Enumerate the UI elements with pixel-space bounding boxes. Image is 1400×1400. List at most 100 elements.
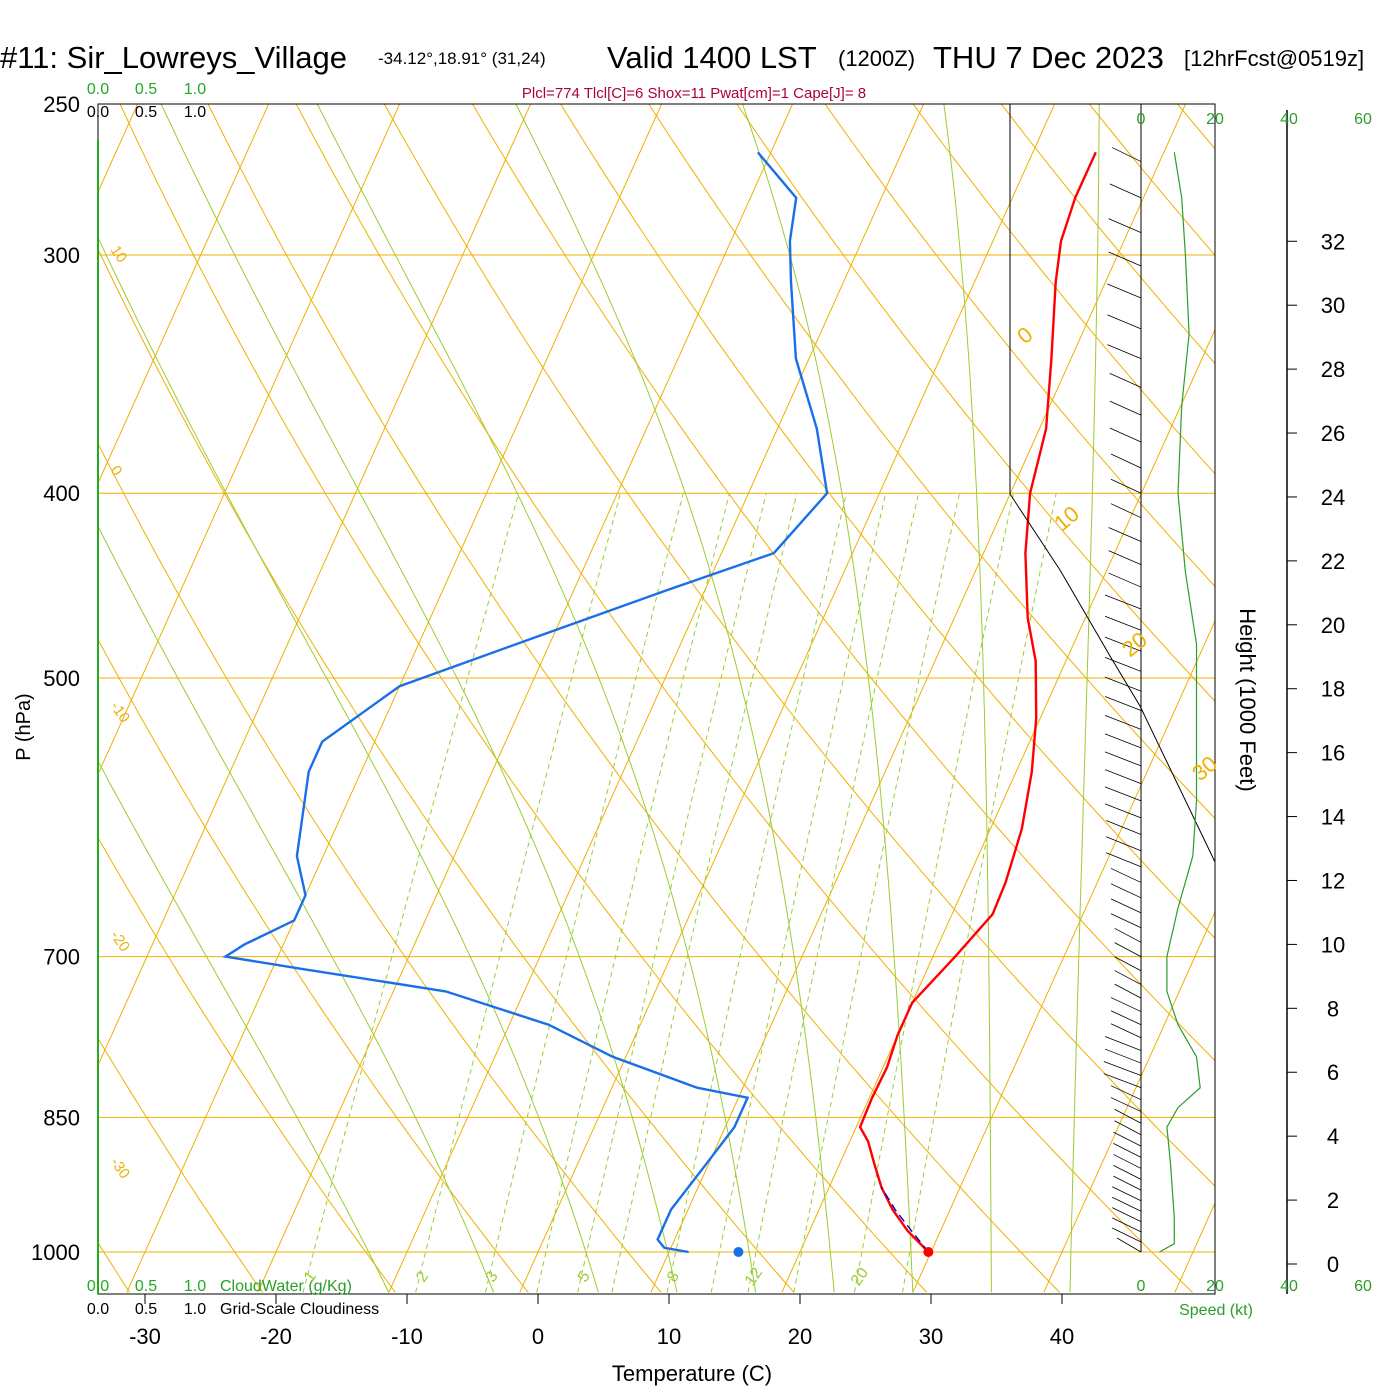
wind-barb — [1116, 1237, 1142, 1253]
cloud-tick-label: 1.0 — [184, 1278, 206, 1295]
wind-barb — [1109, 400, 1142, 416]
cloud-tick-label: 0.0 — [87, 1301, 109, 1318]
height-tick-label: 16 — [1321, 741, 1345, 766]
dry-adiabat — [98, 836, 396, 1293]
wind-barb — [1109, 372, 1142, 388]
pressure-tick-label: 250 — [43, 92, 80, 117]
wind-barb — [1109, 183, 1142, 199]
dry-adiabat — [98, 442, 662, 1293]
mixing-ratio-line — [536, 493, 730, 1293]
wind-barb — [1114, 1108, 1142, 1124]
dry-adiabat — [560, 104, 1215, 939]
cloudiness-label: Grid-Scale Cloudiness — [220, 1301, 379, 1318]
wind-barb — [1112, 147, 1142, 162]
isotherm — [98, 104, 270, 485]
wind-barb — [1110, 1023, 1142, 1039]
wind-barb — [1109, 427, 1142, 443]
speed-axis-title: Speed (kt) — [1179, 1302, 1253, 1319]
isotherm — [781, 328, 1215, 1293]
wind-barb — [1104, 786, 1142, 802]
moist-adiabat — [316, 104, 757, 1293]
moist-adiabat — [160, 104, 678, 1293]
height-tick-label: 26 — [1321, 421, 1345, 446]
wind-barb — [1110, 1097, 1142, 1112]
isotherm — [912, 619, 1215, 1293]
adiabat-label: 10 — [1049, 501, 1084, 536]
temp-tick-label: 30 — [919, 1324, 943, 1349]
dry-adiabat — [648, 104, 1215, 820]
station-title: #11: Sir_Lowreys_Village — [0, 40, 347, 75]
utc-time: (1200Z) — [838, 46, 915, 71]
speed-tick-label: 60 — [1354, 111, 1372, 128]
surface-dewpoint-dot — [733, 1247, 744, 1257]
wind-barb — [1106, 852, 1142, 868]
dewpoint-line — [222, 151, 829, 1254]
wind-barb — [1110, 453, 1142, 469]
mixing-ratio-label: 5 — [575, 1268, 594, 1285]
wind-barb — [1113, 1164, 1142, 1180]
wind-barb — [1106, 836, 1142, 852]
mixing-ratio-line — [484, 493, 684, 1293]
diagram-grid — [0, 70, 1400, 1293]
isotherm-label: -10 — [107, 699, 133, 727]
mixing-ratio-label: 12 — [742, 1265, 766, 1289]
dry-adiabat — [207, 104, 1060, 1293]
adiabat-label: 30 — [1187, 751, 1222, 786]
wind-barb — [1113, 1142, 1142, 1158]
wind-barb — [1110, 898, 1142, 914]
wind-barb — [1104, 1048, 1142, 1064]
forecast-run: [12hrFcst@0519z] — [1184, 46, 1364, 71]
wind-barb — [1110, 997, 1142, 1012]
mixing-ratio-line — [902, 493, 1057, 1293]
mixing-ratio-line — [793, 493, 960, 1293]
temp-tick-label: 10 — [657, 1324, 681, 1349]
wind-barb — [1110, 913, 1142, 929]
height-axis-title: Height (1000 Feet) — [1235, 608, 1260, 791]
height-tick-label: 32 — [1321, 229, 1345, 254]
dry-adiabat — [912, 104, 1215, 475]
pressure-tick-label: 700 — [43, 945, 80, 970]
wind-barb — [1104, 696, 1142, 711]
speed-tick-label: 20 — [1206, 111, 1224, 128]
wind-barb — [1112, 1217, 1142, 1233]
cloud-tick-label: 0.5 — [135, 104, 157, 121]
pressure-tick-label: 850 — [43, 1105, 80, 1130]
isotherm — [0, 70, 22, 1292]
dry-adiabat — [383, 104, 1215, 1187]
temperature-line — [858, 151, 1097, 1253]
wind-barb — [1104, 733, 1142, 749]
wind-barb — [1114, 970, 1142, 985]
dry-adiabat — [1237, 70, 1400, 1292]
wind-barb — [1104, 751, 1142, 767]
moist-adiabat — [98, 760, 390, 1293]
cloud-tick-label: 0.5 — [135, 1301, 157, 1318]
cloud-tick-label: 0.5 — [135, 81, 157, 98]
wind-barb — [1103, 1073, 1142, 1089]
wind-barb — [1114, 956, 1142, 972]
wind-barb — [1110, 503, 1142, 519]
speed-tick-label: 40 — [1280, 111, 1298, 128]
isotherm — [388, 104, 925, 1293]
isotherm-label: -30 — [107, 1155, 133, 1183]
dry-adiabat — [98, 1037, 264, 1293]
temp-tick-label: 20 — [788, 1324, 812, 1349]
dry-adiabat — [98, 248, 795, 1293]
temp-tick-label: 0 — [532, 1324, 544, 1349]
height-tick-label: 4 — [1327, 1124, 1339, 1149]
temp-tick-label: 40 — [1050, 1324, 1074, 1349]
pressure-tick-label: 300 — [43, 243, 80, 268]
height-tick-label: 14 — [1321, 805, 1345, 830]
wind-barb — [1104, 769, 1142, 784]
moist-adiabat — [1069, 104, 1100, 1293]
isotherm — [126, 104, 663, 1293]
mixing-ratio-line — [747, 493, 920, 1293]
mixing-ratio-label: 3 — [483, 1268, 502, 1285]
wind-barb — [1107, 344, 1142, 359]
height-tick-label: 20 — [1321, 613, 1345, 638]
wind-speed-line — [1159, 152, 1201, 1253]
dry-adiabat — [471, 104, 1215, 1062]
speed-tick-label: 60 — [1354, 1278, 1372, 1295]
wind-barb — [1106, 820, 1142, 835]
wind-barb — [1108, 527, 1142, 542]
